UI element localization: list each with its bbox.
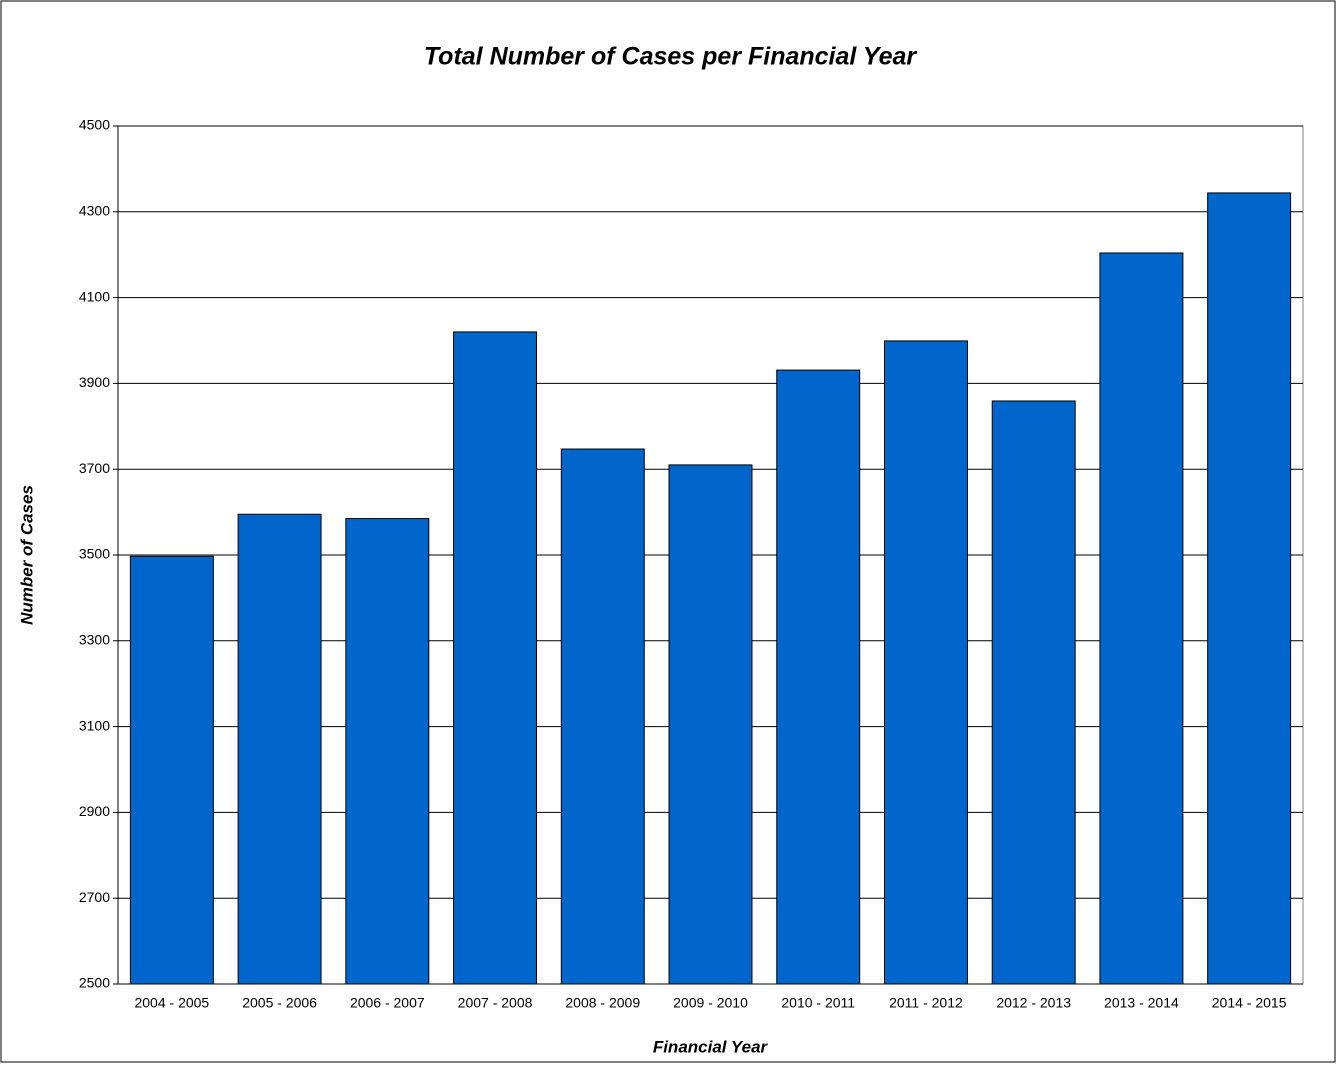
x-axis-title: Financial Year — [653, 1037, 769, 1056]
x-tick-label: 2014 - 2015 — [1212, 995, 1287, 1011]
bar — [1207, 192, 1292, 985]
bar — [1099, 252, 1184, 985]
y-tick-label: 2900 — [79, 803, 110, 819]
y-tick-label: 2700 — [79, 889, 110, 905]
y-tick-label: 4300 — [79, 203, 110, 219]
bar — [776, 369, 861, 985]
bar — [237, 513, 322, 985]
bar — [668, 464, 753, 985]
bar — [129, 555, 214, 985]
y-tick-label: 3100 — [79, 717, 110, 733]
x-tick-label: 2006 - 2007 — [350, 995, 425, 1011]
y-tick-label: 4100 — [79, 288, 110, 304]
x-tick-label: 2004 - 2005 — [134, 995, 209, 1011]
y-tick-label: 2500 — [79, 975, 110, 991]
y-tick-label: 3300 — [79, 632, 110, 648]
y-tick-label: 3900 — [79, 374, 110, 390]
y-axis-title: Number of Cases — [17, 485, 36, 625]
bar — [453, 331, 538, 985]
x-tick-label: 2009 - 2010 — [673, 995, 748, 1011]
x-tick-label: 2008 - 2009 — [565, 995, 640, 1011]
y-tick-label: 4500 — [79, 117, 110, 133]
x-tick-label: 2013 - 2014 — [1104, 995, 1179, 1011]
x-tick-label: 2007 - 2008 — [458, 995, 533, 1011]
y-tick-label: 3500 — [79, 546, 110, 562]
x-tick-label: 2012 - 2013 — [996, 995, 1071, 1011]
bar — [883, 340, 968, 985]
chart-title: Total Number of Cases per Financial Year — [424, 43, 918, 71]
bar — [991, 400, 1076, 985]
bar — [345, 518, 430, 985]
x-tick-label: 2010 - 2011 — [781, 995, 855, 1011]
x-tick-label: 2005 - 2006 — [242, 995, 317, 1011]
bar — [560, 448, 645, 985]
x-tick-label: 2011 - 2012 — [889, 995, 963, 1011]
y-tick-label: 3700 — [79, 460, 110, 476]
